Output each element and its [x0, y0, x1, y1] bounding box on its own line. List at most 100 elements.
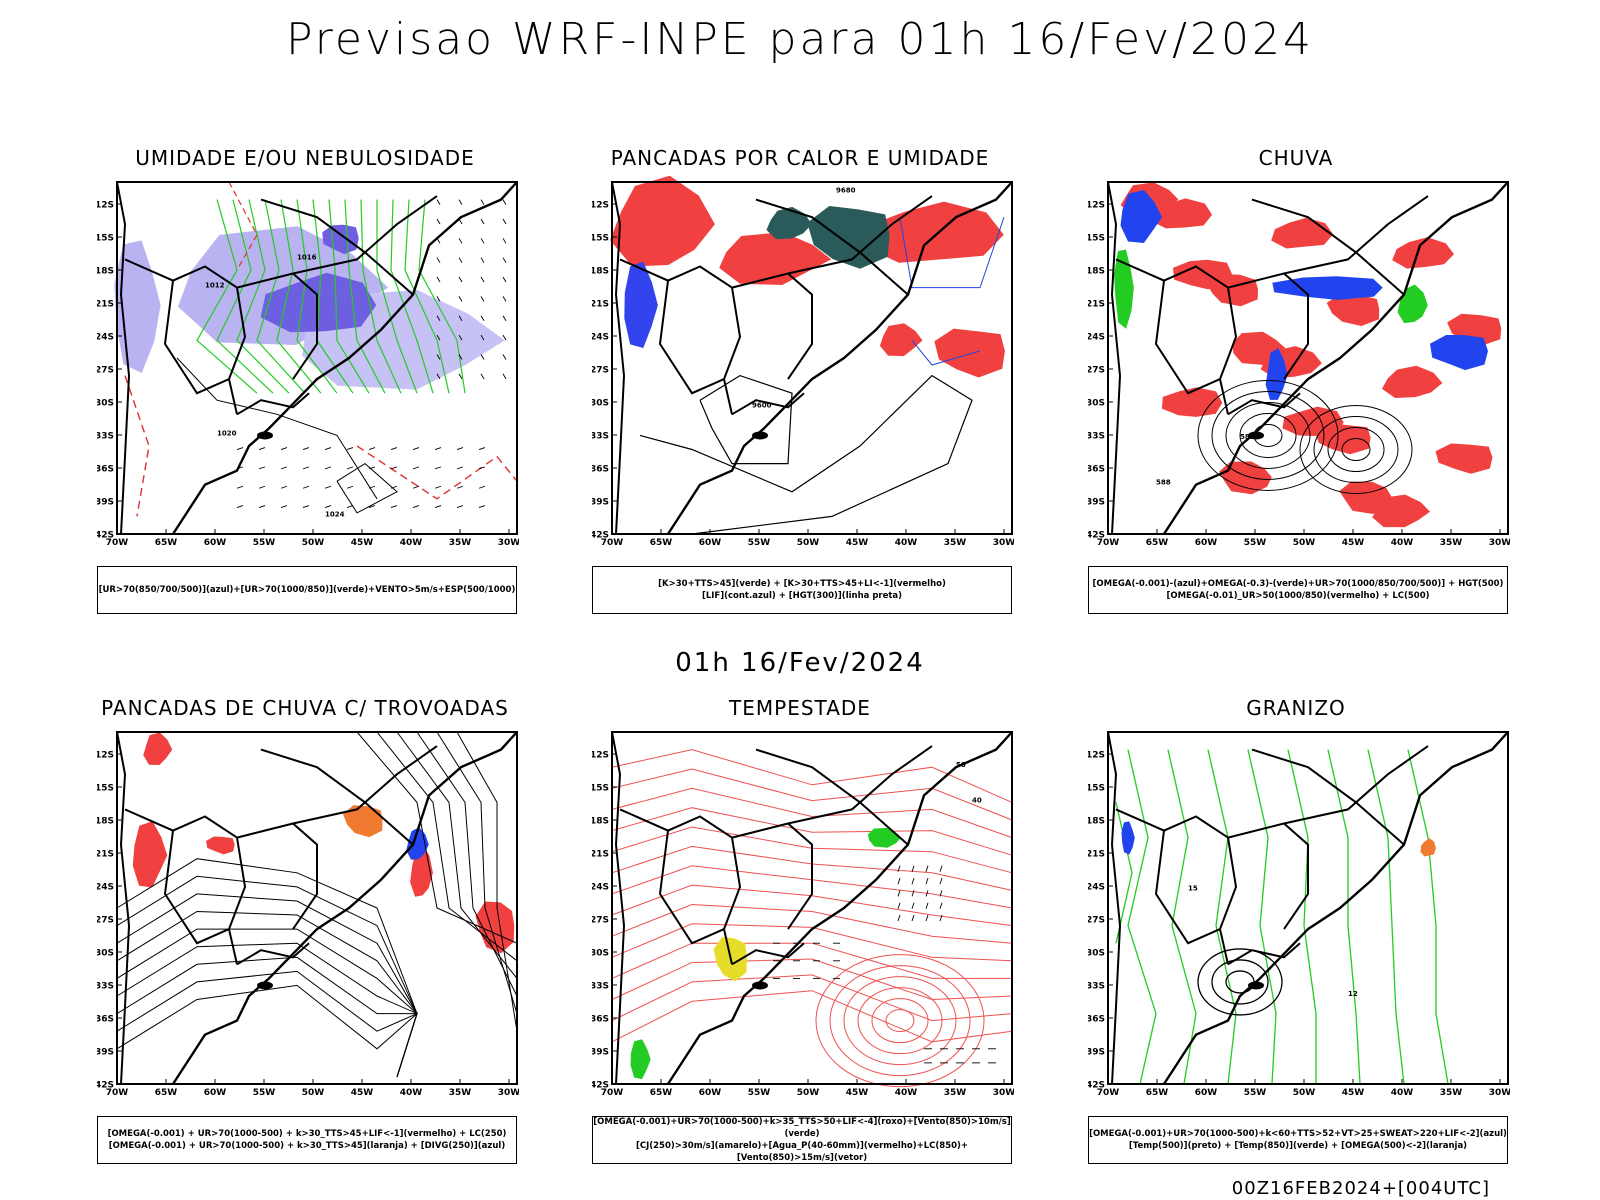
coastline	[666, 731, 1013, 1085]
map-background	[1108, 732, 1508, 1084]
precip-water-contour	[885, 1009, 915, 1033]
wind-vector	[939, 914, 943, 922]
lat-tick-label: 30S	[592, 949, 609, 959]
lat-tick-label: 30S	[97, 949, 114, 959]
legend-line: [UR>70(850/700/500)](azul)+[UR>70(1000/8…	[98, 585, 516, 595]
lat-tick-label: 27S	[592, 366, 609, 376]
wind-vector	[436, 257, 441, 263]
wind-vector	[436, 296, 441, 302]
country-border	[1227, 942, 1301, 966]
lagoon	[1248, 981, 1264, 990]
lon-tick-label: 35W	[449, 1088, 472, 1098]
wind-vector	[897, 902, 901, 909]
wind-vector	[412, 447, 420, 450]
lat-tick-label: 18S	[97, 267, 114, 277]
lon-tick-label: 50W	[1293, 538, 1316, 548]
wind-vector	[911, 902, 915, 909]
legend-box: [OMEGA(-0.001)+UR>70(1000-500)+k>35_TTS>…	[592, 1116, 1012, 1164]
lif-blue	[624, 261, 658, 348]
lon-tick-label: 45W	[351, 538, 374, 548]
wind-vector	[346, 505, 354, 509]
wind-vector	[911, 865, 915, 872]
wind-vector	[911, 890, 915, 897]
precip-water-contour	[611, 990, 1013, 1043]
humidity-contour-green	[276, 199, 322, 394]
wind-vector	[458, 373, 463, 380]
panel-title: UMIDADE E/OU NEBULOSIDADE	[135, 146, 475, 170]
wind-vector	[502, 373, 507, 380]
lat-tick-label: 27S	[97, 916, 114, 926]
wind-vector	[911, 877, 915, 885]
streamline	[116, 984, 419, 1078]
contour-label: 15	[1188, 884, 1198, 892]
country-border	[236, 272, 318, 380]
lon-tick-label: 60W	[204, 1088, 227, 1098]
legend-box: [OMEGA(-0.001)+UR>70(1000-500)+k<60+TTS>…	[1088, 1116, 1508, 1164]
rain-blue	[1430, 335, 1488, 371]
lat-tick-label: 21S	[97, 850, 114, 860]
lat-tick-label: 27S	[592, 916, 609, 926]
coastline-west	[611, 181, 626, 535]
wind-vector	[236, 505, 244, 509]
lat-tick-label: 24S	[592, 333, 609, 343]
wind-vector	[458, 257, 463, 263]
lat-tick-label: 12S	[592, 751, 609, 761]
wind-vector	[436, 334, 441, 341]
humidity-contour-green	[376, 199, 418, 394]
wind-vector	[925, 865, 929, 872]
panel-rain: CHUVA 588 582 12S 15S 18S 21S 24S 27S 30S 33S 36S 3…	[1076, 146, 1516, 626]
wind-vector	[897, 877, 901, 885]
country-border	[755, 198, 909, 296]
wind-vector	[478, 505, 486, 509]
precip-water-contour	[857, 987, 943, 1055]
precip-water-contour	[611, 884, 1013, 927]
showers-red	[934, 328, 1005, 378]
hgt500-contour	[1299, 405, 1413, 495]
lon-tick-label: 70W	[601, 1088, 624, 1098]
wind-vector	[925, 902, 929, 909]
lon-tick-label: 30W	[1489, 538, 1510, 548]
lat-tick-label: 42S	[97, 531, 114, 541]
lon-tick-label: 30W	[993, 1088, 1014, 1098]
lon-tick-label: 60W	[699, 1088, 722, 1098]
contour-label: 9680	[836, 187, 856, 195]
lon-tick-label: 65W	[1146, 538, 1169, 548]
precip-water-contour	[871, 998, 929, 1044]
wind-vector	[280, 505, 288, 509]
wind-vector	[502, 296, 507, 302]
hgt500-contour	[1341, 438, 1371, 462]
wind-vector	[412, 485, 420, 489]
wind-vector	[939, 890, 943, 897]
wind-vector	[280, 466, 288, 470]
showers-red	[879, 323, 923, 357]
storm-red	[143, 732, 173, 765]
contour-label: 1024	[325, 510, 345, 518]
thickness-contour	[124, 375, 150, 517]
hgt500-contour	[1327, 427, 1385, 473]
wind-vector	[478, 485, 486, 489]
wind-vector	[502, 276, 507, 283]
lat-tick-label: 39S	[1088, 1048, 1105, 1058]
humidity-contour-green	[256, 199, 306, 394]
lat-tick-label: 33S	[1088, 432, 1105, 442]
wind-vector	[324, 485, 332, 489]
contour-label: 1012	[205, 282, 225, 290]
precip-water-contour	[611, 787, 1013, 839]
lat-tick-label: 18S	[97, 817, 114, 827]
map-frame	[116, 731, 518, 1085]
map-background	[117, 732, 517, 1084]
wind-vector	[480, 218, 485, 225]
hgt500-contour	[1225, 401, 1311, 469]
lat-tick-label: 30S	[1088, 399, 1105, 409]
lat-tick-label: 39S	[592, 498, 609, 508]
coastline-west	[116, 731, 131, 1085]
precip-water-contour	[611, 903, 1013, 944]
wind-vector	[502, 218, 507, 225]
country-border	[163, 280, 230, 395]
temp850-contour	[1115, 802, 1133, 944]
wind-vector	[436, 218, 441, 225]
wind-vector	[456, 466, 464, 470]
legend-line: [OMEGA(-0.01)_UR>50(1000/850)(vermelho) …	[1166, 591, 1430, 601]
wind-vector	[258, 485, 266, 489]
